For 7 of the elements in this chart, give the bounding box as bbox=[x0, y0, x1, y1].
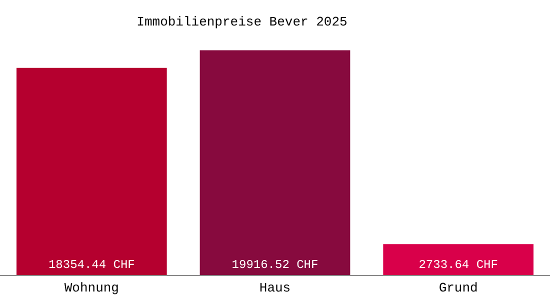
x-tick-label: Grund bbox=[438, 280, 478, 296]
data-label: 18354.44 CHF bbox=[48, 258, 135, 272]
x-tick-label: Haus bbox=[259, 280, 291, 296]
x-tick-label: Wohnung bbox=[64, 280, 119, 296]
chart-title: Immobilienpreise Bever 2025 bbox=[136, 14, 348, 30]
data-label: 2733.64 CHF bbox=[418, 258, 498, 272]
data-label: 19916.52 CHF bbox=[232, 258, 318, 272]
